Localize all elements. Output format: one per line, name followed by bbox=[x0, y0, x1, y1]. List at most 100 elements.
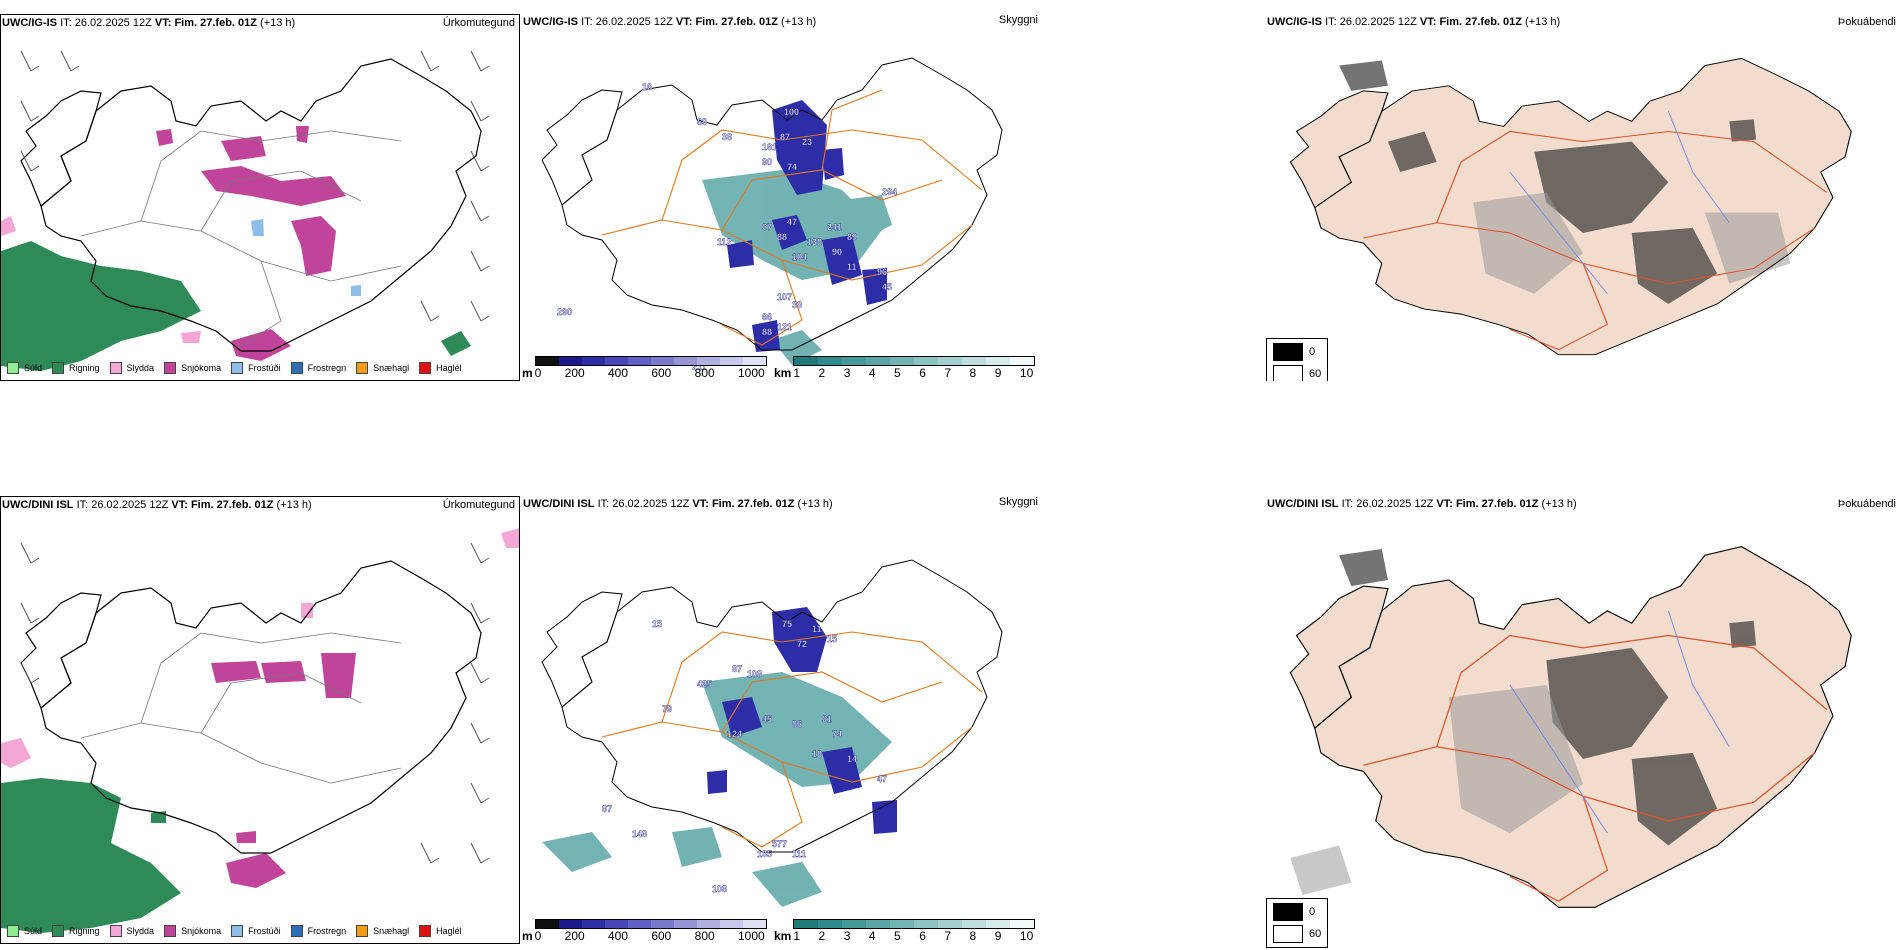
fog-legend-label: 60 bbox=[1309, 928, 1322, 940]
colorbar-swatch bbox=[627, 357, 651, 365]
fog-legend-row: 0 bbox=[1273, 903, 1321, 921]
colorbar-tick: 2 bbox=[818, 366, 826, 380]
cloud-base-value: 87 bbox=[732, 664, 742, 674]
colorbar-tick: 7 bbox=[944, 929, 952, 943]
cloud-base-value: 107 bbox=[777, 292, 792, 302]
fog-legend-row: 0 bbox=[1273, 343, 1321, 361]
legend-item: Frostregn bbox=[290, 925, 346, 937]
colorbar-unit: m bbox=[522, 366, 533, 380]
colorbar-swatch bbox=[890, 357, 915, 365]
colorbar-swatch bbox=[794, 357, 819, 365]
cloud-base-value: 121 bbox=[777, 322, 792, 332]
cloud-base-value: 38 bbox=[722, 132, 732, 142]
legend-swatch bbox=[109, 925, 122, 937]
cloud-base-value: 100 bbox=[784, 107, 799, 117]
legend-label: Haglél bbox=[436, 363, 462, 373]
legend-swatch bbox=[7, 362, 19, 374]
panel-header: UWC/DINI ISL IT: 26.02.2025 12Z VT: Fim.… bbox=[523, 498, 833, 510]
cloud-base-value: 14 bbox=[847, 754, 857, 764]
colorbar-swatch bbox=[558, 920, 582, 928]
colorbar-swatch bbox=[914, 920, 939, 928]
panel-header: UWC/IG-IS IT: 26.02.2025 12Z VT: Fim. 27… bbox=[1267, 16, 1561, 28]
legend-swatch bbox=[419, 925, 432, 937]
cloud-base-value: 33 bbox=[792, 300, 802, 310]
cloud-base-value: 72 bbox=[797, 639, 807, 649]
cloud-base-value: 16 bbox=[642, 82, 652, 92]
colorbar-tick: 800 bbox=[694, 929, 715, 943]
legend-item: Slydda bbox=[109, 925, 154, 937]
colorbar-swatch bbox=[986, 357, 1011, 365]
fog-legend-label: 60 bbox=[1309, 368, 1322, 380]
colorbar-swatch bbox=[719, 357, 743, 365]
cloud-base-value: 89 bbox=[847, 232, 857, 242]
precip-snow-areas bbox=[156, 126, 346, 361]
precip-sleet-areas bbox=[1, 528, 519, 768]
precip-rain-areas bbox=[1, 241, 471, 371]
cloud-base-value: 112 bbox=[717, 237, 732, 247]
legend-label: Frostúði bbox=[248, 926, 281, 936]
legend-item: Haglél bbox=[419, 362, 462, 374]
fog-legend-label: 0 bbox=[1309, 906, 1316, 918]
colorbar-swatch bbox=[535, 357, 559, 365]
colorbar-swatch bbox=[696, 920, 720, 928]
colorbar-swatch bbox=[742, 920, 766, 928]
colorbar-tick: 5 bbox=[894, 366, 901, 380]
visibility-colorbar: km 1 2 3 4 5 6 7 8 9 10 bbox=[774, 356, 1036, 380]
cloud-base-value: 87 bbox=[602, 804, 612, 814]
legend-item: Snæhagl bbox=[356, 925, 409, 937]
colorbar-tick: 600 bbox=[651, 366, 672, 380]
rivers bbox=[1509, 111, 1730, 295]
colorbar-swatch bbox=[866, 357, 891, 365]
cloud-base-value: 15 bbox=[827, 634, 837, 644]
colorbar-swatch bbox=[842, 920, 867, 928]
cloud-base-value: 577 bbox=[772, 839, 787, 849]
cloud-base-value: 11 bbox=[847, 262, 857, 272]
colorbar-strip bbox=[793, 919, 1036, 929]
cloud-base-value: 74 bbox=[787, 162, 797, 172]
fog-panel-top: UWC/IG-IS IT: 26.02.2025 12Z VT: Fim. 27… bbox=[1266, 14, 1900, 381]
colorbar-tick: 200 bbox=[564, 929, 585, 943]
cloud-base-value: 75 bbox=[782, 619, 792, 629]
legend-swatch bbox=[356, 925, 369, 937]
legend-label: Snæhagl bbox=[373, 926, 410, 936]
colorbar-tick: 8 bbox=[969, 929, 977, 943]
legend-item: Snæhagl bbox=[356, 362, 409, 374]
cloud-base-value: 47 bbox=[877, 774, 887, 784]
cloud-base-value: 108 bbox=[712, 884, 727, 894]
colorbar-swatch bbox=[842, 357, 867, 365]
colorbar-swatch bbox=[818, 357, 843, 365]
cloud-base-value: 86 bbox=[792, 719, 802, 729]
precip-type-panel-bottom: UWC/DINI ISL IT: 26.02.2025 12Z VT: Fim.… bbox=[0, 496, 520, 944]
cloud-base-value: 45 bbox=[882, 282, 892, 292]
legend-swatch bbox=[52, 362, 65, 374]
colorbar-tick: 0 bbox=[534, 366, 542, 380]
cloud-base-value: 88 bbox=[777, 232, 787, 242]
cloud-base-value: 11 bbox=[812, 624, 822, 634]
fog-legend: 0 60 bbox=[1266, 338, 1329, 381]
colorbar-swatch bbox=[938, 920, 963, 928]
colorbar-tick: 200 bbox=[564, 366, 585, 380]
cloud-base-value: 290 bbox=[557, 307, 572, 317]
cloud-base-value: 124 bbox=[727, 729, 742, 739]
cloud-base-value: 23 bbox=[802, 137, 812, 147]
legend-swatch bbox=[290, 362, 303, 374]
legend-label: Frostúði bbox=[248, 363, 281, 373]
colorbar-swatch bbox=[938, 357, 963, 365]
colorbar-tick: 1000 bbox=[737, 929, 765, 943]
colorbar-swatch bbox=[1010, 920, 1035, 928]
colorbar-swatch bbox=[627, 920, 651, 928]
colorbar-tick: 5 bbox=[894, 929, 901, 943]
colorbar-swatch bbox=[1010, 357, 1035, 365]
panel-title: Þokuábendi bbox=[1837, 498, 1896, 510]
colorbar-tick: 4 bbox=[868, 929, 876, 943]
legend-label: Slydda bbox=[126, 363, 155, 373]
legend-item: Frostregn bbox=[290, 362, 346, 374]
colorbar-swatch bbox=[719, 920, 743, 928]
colorbar-tick: 6 bbox=[919, 929, 926, 943]
precip-legend: Súld Rigning Slydda Snjókoma Frostúði Frostre… bbox=[7, 925, 462, 937]
colorbar-strip bbox=[793, 356, 1036, 366]
fog-map bbox=[1289, 545, 1852, 908]
cloud-base-value: 69 bbox=[697, 117, 707, 127]
colorbar-tick: 1000 bbox=[737, 366, 765, 380]
